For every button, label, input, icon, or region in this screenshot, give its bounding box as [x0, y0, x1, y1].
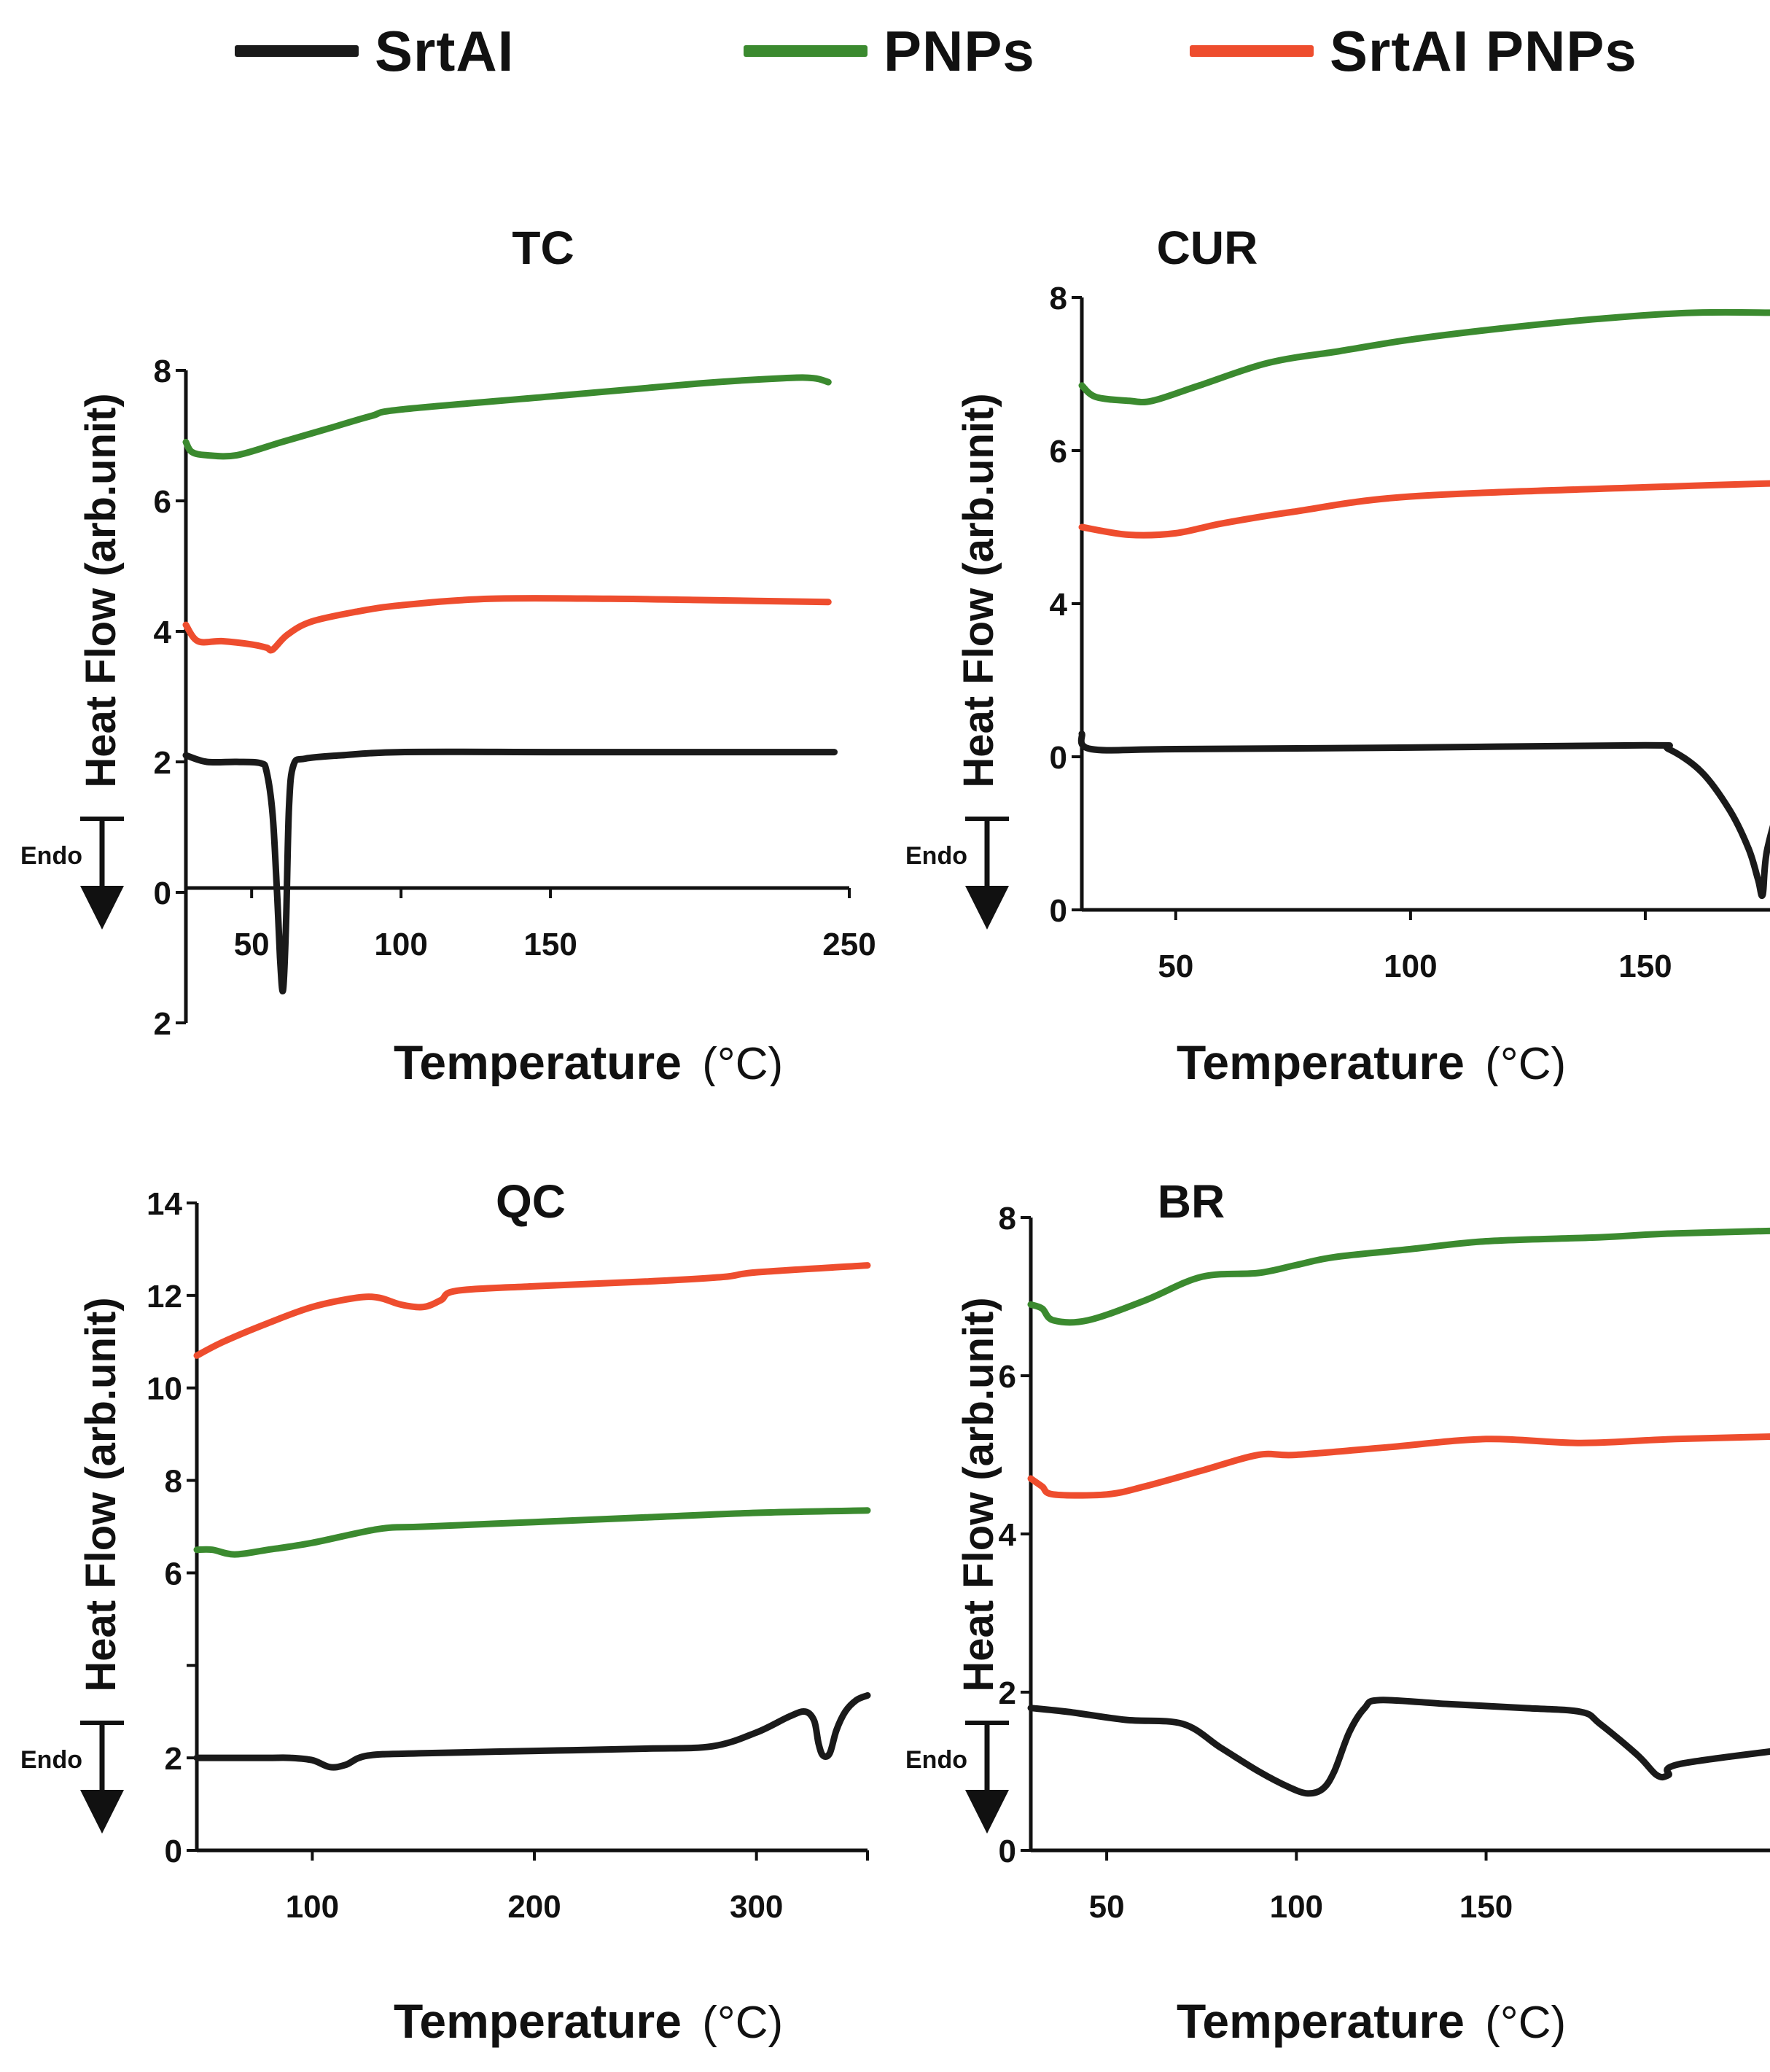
x-tick-label: 100 — [374, 927, 427, 962]
chart-cur: CUR0046850100150200Heat Flow (arb.unit)T… — [905, 222, 1770, 1086]
series-line-srtai-pnps — [1027, 1433, 1770, 1499]
endo-label: Endo — [20, 842, 82, 870]
y-tick-label: 6 — [165, 1556, 182, 1592]
y-tick-label: 2 — [999, 1675, 1016, 1711]
y-tick-label: 6 — [1050, 434, 1067, 470]
x-tick-label: 300 — [730, 1889, 783, 1925]
endo-indicator: Endo — [905, 817, 1009, 930]
x-axis-unit: (°C) — [1485, 1998, 1566, 2048]
y-axis-label: Heat Flow (arb.unit) — [77, 1297, 125, 1691]
series-line-pnps — [1078, 308, 1770, 406]
y-tick-label: 4 — [154, 615, 172, 650]
series-line-srtai — [182, 748, 838, 994]
legend-item-srtai: SrtAI — [235, 15, 514, 87]
x-tick-label: 100 — [286, 1889, 339, 1925]
chart-title: TC — [512, 222, 574, 274]
y-tick-label: 8 — [165, 1464, 182, 1500]
y-tick-label: 0 — [1050, 740, 1067, 776]
y-tick-label: 0 — [1050, 893, 1067, 929]
series-line-srtai-pnps — [182, 595, 832, 654]
y-tick-label: 0 — [154, 876, 171, 911]
y-tick-label: 2 — [154, 745, 171, 781]
y-tick-label: 0 — [999, 1834, 1016, 1869]
chart-title: QC — [496, 1175, 566, 1228]
y-tick-label: 0 — [165, 1834, 182, 1869]
legend-item-srtai-pnps: SrtAI PNPs — [1190, 15, 1637, 87]
series-line-srtai — [1077, 731, 1770, 900]
x-axis-label: Temperature (°C) — [394, 1035, 783, 1086]
y-tick-label: 8 — [999, 1201, 1016, 1236]
series-line-pnps — [193, 1507, 871, 1558]
legend-label-srtai: SrtAI — [375, 18, 515, 83]
chart-tc: TC 2 0 2 4 6 8 50 100 150 250 Heat Flow (arb.unit) T… — [20, 222, 876, 1086]
x-tick-label: 50 — [234, 927, 270, 962]
legend-item-pnps: PNPs — [744, 15, 1035, 87]
chart-br: BR0246850100150250Heat Flow (arb.unit)Te… — [905, 1175, 1770, 2048]
endo-label: Endo — [905, 842, 967, 870]
x-axis-label: Temperature (°C) — [1177, 1035, 1566, 1086]
x-axis-unit: (°C) — [1485, 1039, 1566, 1086]
y-tick-label: 4 — [999, 1517, 1017, 1553]
chart-qc: QC 0 2 6 8 10 12 14 100 200 300 Heat Flow (arb.unit… — [20, 1175, 871, 2048]
y-tick-label: 8 — [1050, 281, 1067, 316]
x-tick-label: 100 — [1270, 1889, 1323, 1925]
endo-indicator: Endo — [20, 1721, 124, 1834]
x-tick-label: 100 — [1384, 949, 1437, 984]
chart-title: CUR — [1157, 222, 1258, 274]
endo-arrow-head — [965, 886, 1009, 930]
x-tick-label: 200 — [507, 1889, 561, 1925]
x-axis-unit: (°C) — [702, 1039, 783, 1086]
y-axis-label: Heat Flow (arb.unit) — [77, 393, 125, 787]
legend-label-pnps: PNPs — [884, 18, 1035, 83]
endo-label: Endo — [905, 1746, 967, 1774]
endo-indicator: Endo — [20, 817, 124, 930]
series-line-srtai-pnps — [193, 1262, 871, 1359]
y-tick-label: 12 — [147, 1279, 182, 1315]
x-tick-label: 150 — [523, 927, 577, 962]
series-line-pnps — [1027, 1227, 1770, 1326]
endo-arrow-head — [965, 1790, 1009, 1834]
x-tick-label: 150 — [1618, 949, 1672, 984]
y-tick-label: 2 — [165, 1741, 182, 1777]
y-axis-label: Heat Flow (arb.unit) — [955, 393, 1002, 787]
legend: SrtAI PNPs SrtAI PNPs — [0, 0, 1770, 102]
series-line-pnps — [182, 374, 832, 460]
x-tick-label: 50 — [1089, 1889, 1125, 1925]
x-axis-label: Temperature (°C) — [394, 1994, 783, 2048]
y-tick-label: 4 — [1050, 587, 1068, 623]
series-line-srtai-pnps — [1078, 480, 1770, 539]
x-axis-label: Temperature (°C) — [1177, 1994, 1566, 2048]
y-tick-label: 10 — [147, 1371, 182, 1407]
y-tick-label: 14 — [147, 1186, 182, 1222]
x-axis-unit: (°C) — [702, 1998, 783, 2048]
y-tick-label: 2 — [154, 1006, 171, 1042]
chart-title: BR — [1158, 1175, 1225, 1228]
y-tick-label: 6 — [154, 484, 171, 520]
y-tick-label: 8 — [154, 354, 171, 389]
x-tick-label: 50 — [1158, 949, 1193, 984]
legend-label-srtai-pnps: SrtAI PNPs — [1330, 18, 1637, 83]
y-tick-label: 6 — [999, 1359, 1016, 1395]
endo-label: Endo — [20, 1746, 82, 1774]
legend-swatch-pnps — [744, 45, 868, 57]
x-tick-label: 150 — [1459, 1889, 1513, 1925]
endo-arrow-head — [80, 886, 124, 930]
series-line-srtai — [193, 1692, 871, 1771]
legend-swatch-srtai-pnps — [1190, 45, 1314, 57]
endo-arrow-head — [80, 1790, 124, 1834]
series-line-srtai — [1027, 1697, 1770, 1797]
legend-swatch-srtai — [235, 45, 359, 57]
endo-indicator: Endo — [905, 1721, 1009, 1834]
y-axis-label: Heat Flow (arb.unit) — [955, 1297, 1002, 1691]
x-tick-label: 250 — [822, 927, 876, 962]
